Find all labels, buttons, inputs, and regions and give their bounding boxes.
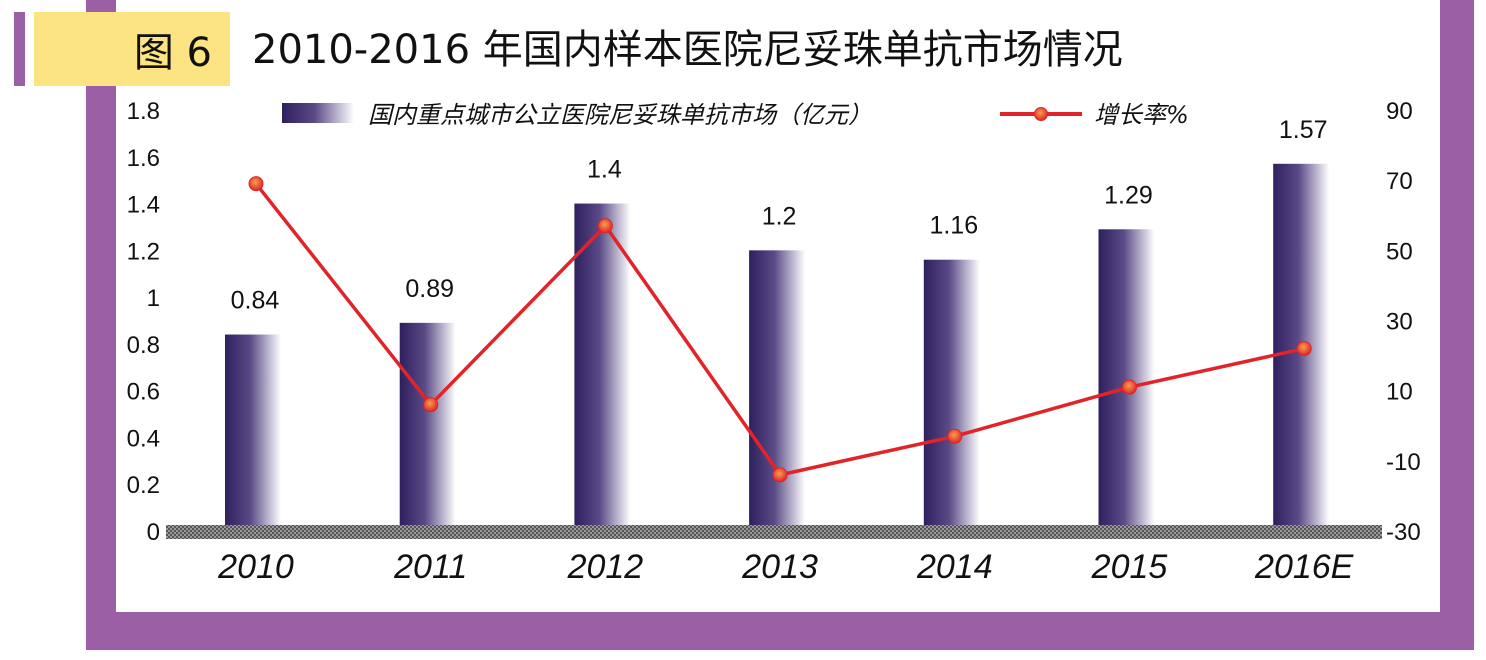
right-axis-ticks: -30 -10 10 30 50 70 90 <box>1386 98 1421 546</box>
right-tick-label: 50 <box>1386 238 1413 265</box>
left-tick-label: 0.4 <box>127 425 160 452</box>
legend-bar-swatch <box>282 103 354 123</box>
growth-point <box>1296 341 1312 357</box>
frame-right-border <box>1440 0 1474 650</box>
left-tick-label: 0.8 <box>127 332 160 359</box>
left-tick-label: 0 <box>147 519 160 546</box>
frame-left-border <box>86 0 116 650</box>
bar <box>574 203 631 526</box>
legend-line-label: 增长率% <box>1094 101 1189 129</box>
figure-tag: 图 6 <box>34 12 230 86</box>
right-tick-label: 90 <box>1386 98 1413 125</box>
right-tick-label: -30 <box>1386 519 1421 546</box>
growth-point <box>947 428 963 444</box>
category-label: 2012 <box>567 548 644 586</box>
category-label: 2013 <box>741 548 818 586</box>
left-tick-label: 0.2 <box>127 472 160 499</box>
bar-data-label: 1.2 <box>762 202 797 230</box>
growth-line-series <box>248 176 1312 483</box>
bar-series: 0.84 0.89 1.4 1.2 1.16 1.29 1.57 <box>225 116 1330 526</box>
category-label: 2016E <box>1254 548 1354 586</box>
category-label: 2011 <box>393 548 467 586</box>
growth-point <box>772 467 788 483</box>
bar <box>399 322 456 525</box>
legend-line-marker <box>1034 107 1048 121</box>
figure-title: 2010-2016 年国内样本医院尼妥珠单抗市场情况 <box>252 27 1123 73</box>
bar-data-label: 1.29 <box>1104 181 1153 209</box>
category-label: 2015 <box>1091 548 1168 586</box>
legend: 国内重点城市公立医院尼妥珠单抗市场（亿元） 增长率% <box>282 101 1189 129</box>
frame-bottom-border <box>86 612 1474 650</box>
bar <box>225 334 281 525</box>
growth-point <box>423 397 439 413</box>
bar <box>923 259 980 525</box>
category-label: 2014 <box>916 548 993 586</box>
left-tick-label: 1.6 <box>127 145 160 172</box>
left-tick-label: 1.8 <box>127 98 160 125</box>
bar-data-label: 0.89 <box>405 275 454 303</box>
right-tick-label: -10 <box>1386 449 1421 476</box>
bar-data-label: 1.16 <box>929 212 978 240</box>
growth-point <box>248 176 264 192</box>
left-tick-label: 1.2 <box>127 238 160 265</box>
bar-data-label: 1.57 <box>1279 116 1328 144</box>
growth-point <box>1122 379 1137 395</box>
left-axis-ticks: 0 0.2 0.4 0.6 0.8 1 1.2 1.4 1.6 1.8 <box>127 98 160 546</box>
category-labels: 2010 2011 2012 2013 2014 2015 2016E <box>217 548 1353 586</box>
left-tick-label: 1 <box>147 285 160 312</box>
left-tick-label: 0.6 <box>127 379 160 406</box>
right-tick-label: 30 <box>1386 309 1413 336</box>
x-axis-band <box>166 525 1382 539</box>
right-tick-label: 70 <box>1386 168 1413 195</box>
bar-data-label: 1.4 <box>587 156 622 184</box>
bar <box>749 250 806 526</box>
growth-point <box>597 218 613 234</box>
bar-data-label: 0.84 <box>231 287 280 315</box>
right-tick-label: 10 <box>1386 379 1413 406</box>
bar <box>1098 229 1155 526</box>
left-tick-label: 1.4 <box>127 192 160 219</box>
legend-bar-label: 国内重点城市公立医院尼妥珠单抗市场（亿元） <box>368 101 872 129</box>
category-label: 2010 <box>217 548 294 586</box>
title-accent-bar <box>14 12 25 86</box>
